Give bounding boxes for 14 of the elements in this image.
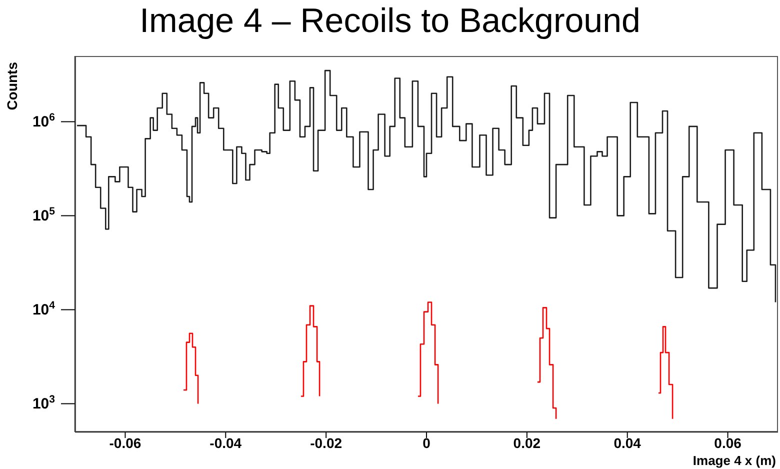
y-tick-label: 10$^{5}$ [32, 206, 56, 225]
x-tick-label: -0.06 [109, 435, 142, 451]
x-tick-label: 0.04 [614, 435, 642, 451]
x-tick-label: -0.02 [310, 435, 342, 451]
x-tick-label: -0.04 [210, 435, 242, 451]
x-tick-label: 0 [422, 435, 431, 451]
x-tick-label: 0.02 [513, 435, 541, 451]
x-tick-label: 0.06 [714, 435, 742, 451]
y-axis-title: Counts [4, 62, 20, 110]
y-tick-label: 10$^{4}$ [32, 300, 56, 319]
y-tick-label: 10$^{6}$ [32, 112, 56, 131]
y-tick-label: 10$^{3}$ [32, 394, 56, 413]
x-axis-title: Image 4 x (m) [692, 453, 776, 468]
chart-title: Image 4 – Recoils to Background [140, 2, 640, 40]
